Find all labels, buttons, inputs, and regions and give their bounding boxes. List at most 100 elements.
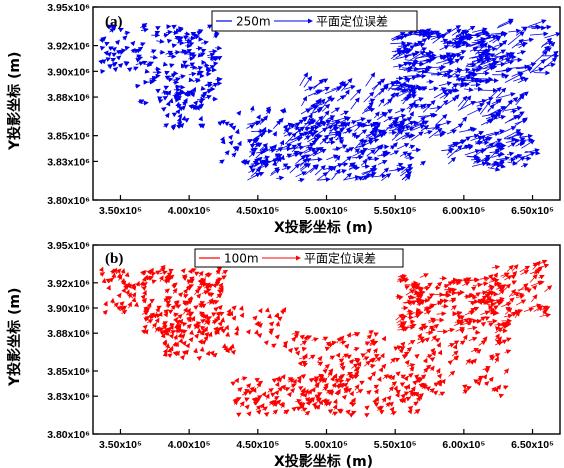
error-vector — [137, 56, 144, 61]
error-vector — [174, 91, 181, 97]
error-vector — [394, 125, 406, 137]
error-vector — [358, 139, 368, 146]
error-vector — [172, 77, 181, 82]
error-vector — [451, 28, 462, 36]
error-vector — [378, 98, 385, 107]
y-tick-label: 3.92x10⁶ — [47, 278, 90, 290]
error-vector — [465, 68, 478, 74]
x-tick-label: 6.50x10⁵ — [511, 205, 554, 217]
error-vector — [507, 151, 515, 157]
error-vector — [377, 152, 389, 158]
error-vector — [368, 138, 380, 143]
error-vector — [383, 116, 393, 123]
error-vector — [440, 38, 449, 44]
x-tick-label: 5.00x10⁵ — [305, 205, 348, 217]
error-vector — [470, 135, 484, 141]
y-tick-label: 3.90x10⁶ — [47, 66, 90, 78]
error-vector — [228, 122, 234, 128]
error-vector — [522, 156, 532, 162]
error-vector — [404, 120, 415, 127]
error-vector — [351, 132, 357, 138]
error-vector — [288, 135, 304, 141]
error-vector — [371, 78, 386, 90]
error-vector — [450, 53, 458, 59]
error-vector — [297, 177, 305, 183]
error-vector — [291, 132, 305, 141]
error-vector — [275, 146, 284, 153]
error-vector — [515, 94, 525, 106]
error-vector — [324, 115, 334, 131]
error-vector — [390, 117, 400, 125]
y-tick-label: 3.90x10⁶ — [47, 303, 90, 315]
error-vector — [476, 55, 491, 68]
error-vector — [408, 144, 416, 150]
error-vector — [331, 168, 341, 181]
error-vector — [184, 31, 191, 37]
error-vector — [200, 85, 206, 91]
legend-a: 250m 平面定位误差 — [211, 10, 418, 32]
error-vector — [391, 87, 409, 93]
error-vector — [190, 91, 196, 98]
error-vector — [403, 94, 413, 100]
error-vector — [330, 107, 341, 114]
error-vector — [283, 143, 293, 149]
error-vector — [234, 128, 240, 135]
error-vector — [475, 42, 488, 55]
error-vector — [196, 45, 203, 51]
error-vector — [313, 89, 321, 95]
error-vector — [459, 95, 472, 111]
error-vector — [324, 86, 343, 95]
error-vector — [350, 97, 360, 110]
legend-series-label-b: 平面定位误差 — [304, 251, 376, 266]
error-vector — [414, 42, 426, 48]
error-vector — [490, 86, 502, 98]
error-vectors-a — [98, 18, 561, 183]
error-vector — [184, 38, 193, 44]
error-vector — [354, 138, 364, 149]
y-tick-label: 3.80x10⁶ — [47, 429, 90, 441]
error-vector — [544, 32, 561, 39]
error-vector — [272, 119, 282, 130]
error-vector — [391, 142, 398, 149]
error-vector — [306, 113, 313, 123]
error-vector — [305, 140, 318, 149]
error-vector — [166, 90, 172, 96]
error-vector — [334, 169, 347, 175]
error-vector — [419, 160, 426, 166]
error-vector — [172, 30, 179, 36]
error-vector — [397, 143, 410, 150]
error-vector — [342, 129, 353, 134]
error-vector — [152, 73, 161, 79]
error-vector — [433, 89, 448, 99]
error-vector — [319, 110, 330, 123]
error-vector — [284, 132, 297, 145]
error-vector — [321, 103, 331, 112]
error-vector — [209, 65, 216, 70]
error-vector — [188, 77, 194, 83]
error-vector — [355, 150, 366, 159]
error-vector — [176, 124, 182, 130]
error-vector — [335, 132, 342, 141]
error-vector — [390, 32, 406, 40]
error-vector — [455, 30, 470, 37]
error-vector — [404, 152, 413, 158]
error-vector — [283, 132, 293, 137]
error-vector — [167, 77, 174, 83]
error-vector — [305, 151, 319, 159]
error-vector — [510, 109, 518, 114]
error-vector — [353, 134, 361, 140]
error-vector — [366, 171, 377, 177]
error-vector — [163, 32, 170, 38]
error-vector — [396, 162, 404, 168]
error-vector — [279, 139, 285, 147]
error-vector — [439, 45, 450, 51]
error-vector — [435, 114, 448, 125]
error-vector — [182, 60, 188, 66]
error-vector — [497, 92, 516, 99]
y-tick-label: 3.95x10⁶ — [47, 240, 90, 252]
error-vector — [409, 319, 416, 325]
error-vector — [332, 146, 342, 152]
error-vector — [447, 145, 463, 159]
error-vector — [363, 91, 375, 103]
error-vector — [246, 138, 253, 144]
